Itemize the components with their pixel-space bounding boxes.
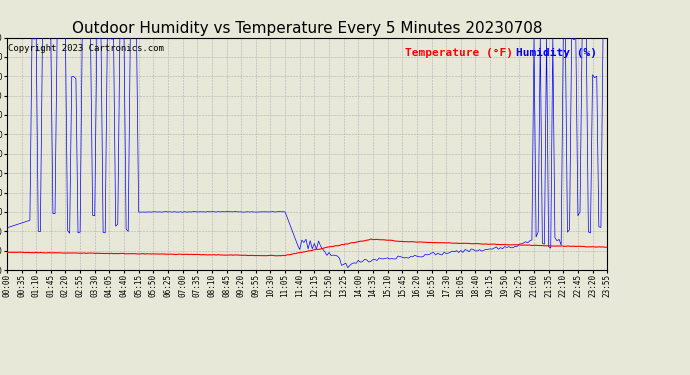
Text: Copyright 2023 Cartronics.com: Copyright 2023 Cartronics.com [8,45,164,54]
Legend: Temperature (°F), Humidity (%): Temperature (°F), Humidity (%) [400,43,602,62]
Title: Outdoor Humidity vs Temperature Every 5 Minutes 20230708: Outdoor Humidity vs Temperature Every 5 … [72,21,542,36]
